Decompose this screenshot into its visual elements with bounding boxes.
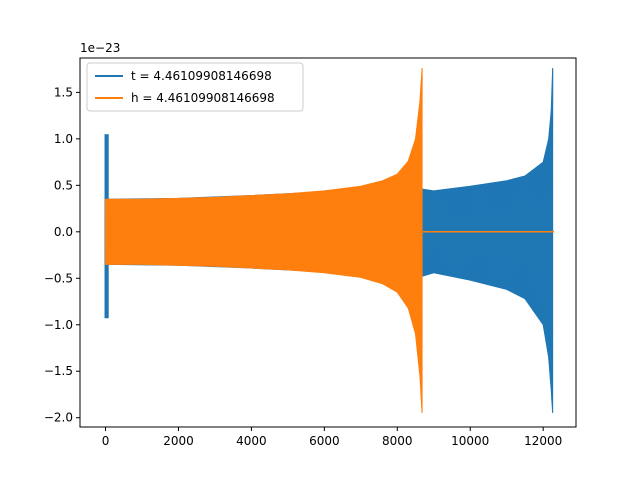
- y-tick-label: 1.5: [54, 85, 73, 99]
- y-axis: −2.0 −1.5 −1.0 −0.5 0.0 0.5 1.0 1.5: [44, 85, 80, 425]
- axes-frame: [79, 57, 577, 428]
- y-tick-label: 0.0: [54, 225, 73, 239]
- legend-label: h = 4.46109908146698: [131, 91, 275, 105]
- y-offset-label: 1e−23: [80, 41, 120, 55]
- y-tick-label: 1.0: [54, 132, 73, 146]
- x-tick-label: 0: [102, 434, 110, 448]
- series-h-line: [105, 68, 423, 405]
- legend: t = 4.46109908146698 h = 4.46109908146698: [86, 62, 304, 112]
- x-tick-label: 6000: [309, 434, 340, 448]
- series-h: [105, 68, 555, 414]
- y-tick-label: −1.5: [44, 364, 73, 378]
- x-tick-label: 10000: [451, 434, 489, 448]
- x-tick-label: 4000: [236, 434, 267, 448]
- legend-box: [86, 62, 304, 112]
- y-tick-label: −2.0: [44, 411, 73, 425]
- y-tick-label: −0.5: [44, 271, 73, 285]
- y-tick-label: 0.5: [54, 178, 73, 192]
- x-tick-label: 8000: [382, 434, 413, 448]
- x-tick-label: 12000: [524, 434, 562, 448]
- x-tick-label: 2000: [163, 434, 194, 448]
- y-tick-label: −1.0: [44, 318, 73, 332]
- legend-label: t = 4.46109908146698: [131, 69, 272, 83]
- plot-marks: [104, 68, 555, 414]
- x-axis: 0 2000 4000 6000 8000 10000 12000: [102, 427, 562, 448]
